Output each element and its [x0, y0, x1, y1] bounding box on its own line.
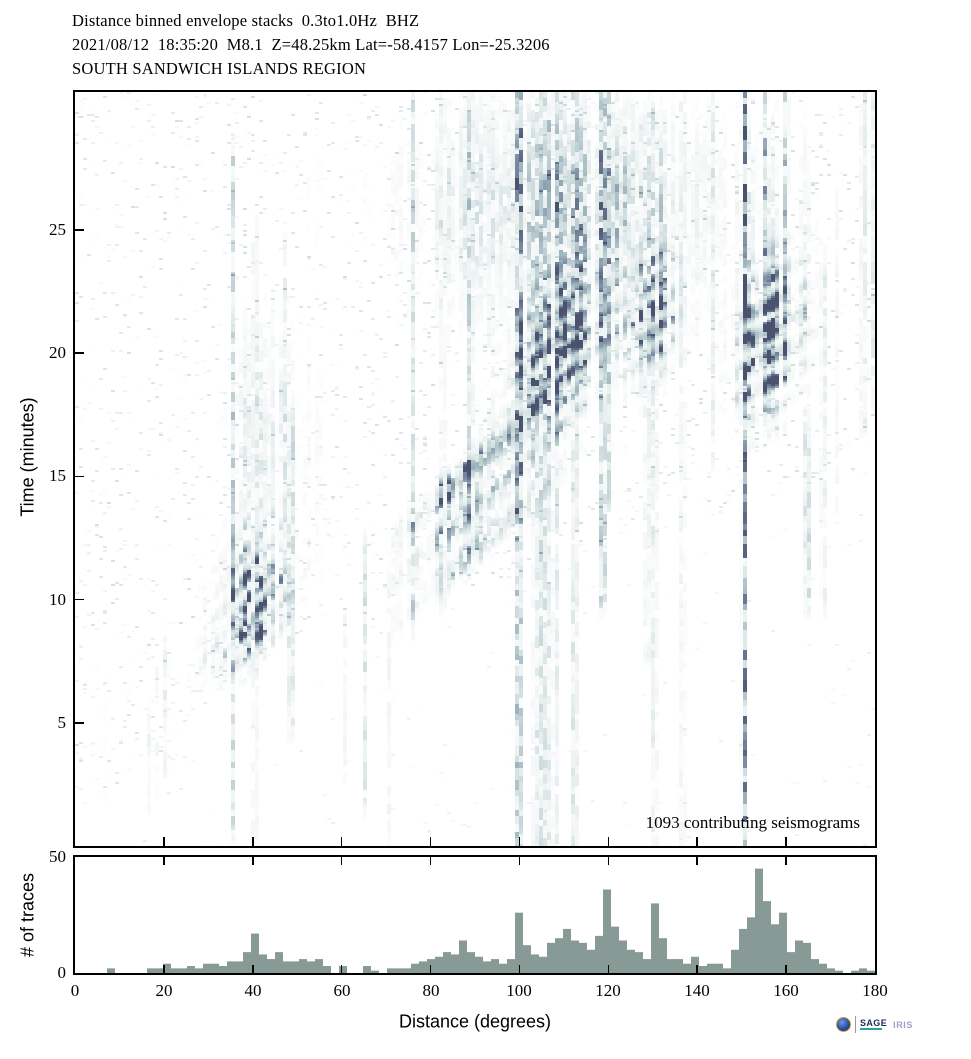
region-name: SOUTH SANDWICH ISLANDS REGION [72, 59, 367, 78]
sage-wordmark: SAGE [860, 1018, 888, 1028]
distance-tick-label: 0 [70, 981, 80, 1000]
iris-wordmark: IRIS [893, 1019, 914, 1030]
distance-tick-label: 140 [684, 981, 710, 1000]
distance-tick-label: 40 [244, 981, 262, 1000]
traces-tick-label: 50 [49, 847, 66, 866]
distance-tick-label: 160 [773, 981, 799, 1000]
event-info: 2021/08/12 18:35:20 M8.1 Z=48.25km Lat=-… [72, 35, 550, 54]
distance-axis-label: Distance (degrees) [398, 1011, 552, 1032]
logo-divider [855, 1016, 856, 1033]
envelope-heatmap-canvas [75, 92, 875, 846]
plot-title: Distance binned envelope stacks 0.3to1.0… [72, 11, 420, 30]
distance-tick-label: 100 [506, 981, 532, 1000]
distance-tick-label: 80 [422, 981, 440, 1000]
distance-tick-label: 20 [155, 981, 173, 1000]
time-axis-label: Time (minutes) [17, 397, 38, 517]
sage-tagline-bar [860, 1028, 882, 1030]
time-tick-label: 25 [49, 220, 66, 239]
trace-histogram-canvas [75, 857, 875, 973]
time-tick-label: 5 [57, 713, 67, 732]
traces-axis-label: # of traces [17, 872, 38, 958]
time-tick-label: 10 [49, 590, 66, 609]
traces-tick-label: 0 [57, 963, 67, 982]
sage-iris-logo: SAGE IRIS [836, 1016, 913, 1033]
time-tick-label: 15 [49, 466, 66, 485]
seismogram-count-annotation: 1093 contributing seismograms [645, 813, 860, 832]
distance-tick-label: 120 [595, 981, 621, 1000]
nsf-globe-icon [836, 1017, 851, 1032]
time-tick-label: 20 [49, 343, 66, 362]
distance-tick-label: 180 [862, 981, 888, 1000]
distance-tick-label: 60 [333, 981, 351, 1000]
